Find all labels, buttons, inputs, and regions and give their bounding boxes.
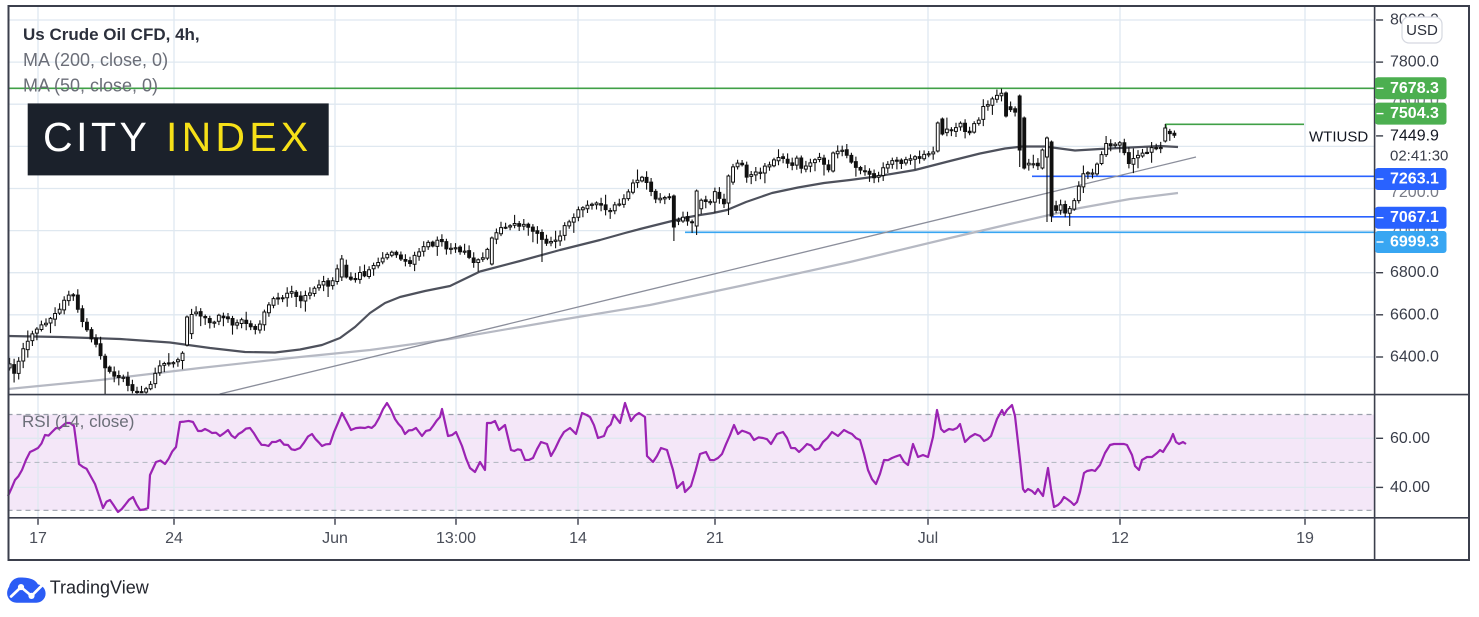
svg-text:MA (200, close, 0): MA (200, close, 0) [23, 50, 168, 70]
svg-text:7678.3: 7678.3 [1390, 80, 1439, 97]
svg-text:Jun: Jun [322, 530, 348, 547]
svg-text:13:00: 13:00 [436, 530, 476, 547]
svg-text:7263.1: 7263.1 [1390, 171, 1439, 188]
svg-text:40.00: 40.00 [1390, 479, 1430, 496]
svg-text:6400.0: 6400.0 [1390, 349, 1439, 366]
svg-text:21: 21 [706, 530, 724, 547]
svg-text:Jul: Jul [918, 530, 938, 547]
svg-text:7800.0: 7800.0 [1390, 54, 1439, 71]
svg-text:7449.9: 7449.9 [1390, 127, 1439, 144]
svg-text:INDEX: INDEX [166, 114, 312, 160]
svg-text:7067.1: 7067.1 [1390, 209, 1439, 226]
svg-text:02:41:30: 02:41:30 [1390, 148, 1448, 165]
svg-text:Us Crude Oil CFD, 4h,: Us Crude Oil CFD, 4h, [23, 25, 200, 44]
svg-text:TradingView: TradingView [50, 578, 150, 598]
svg-text:WTIUSD: WTIUSD [1309, 129, 1368, 146]
svg-text:60.00: 60.00 [1390, 430, 1430, 447]
svg-text:RSI (14, close): RSI (14, close) [22, 412, 134, 431]
svg-text:6800.0: 6800.0 [1390, 264, 1439, 281]
svg-text:MA (50, close, 0): MA (50, close, 0) [23, 76, 158, 96]
svg-text:CITY: CITY [43, 114, 150, 160]
svg-text:7504.3: 7504.3 [1390, 105, 1439, 122]
svg-text:12: 12 [1111, 530, 1129, 547]
svg-text:14: 14 [569, 530, 587, 547]
svg-text:19: 19 [1296, 530, 1314, 547]
svg-text:24: 24 [165, 530, 183, 547]
svg-text:6999.3: 6999.3 [1390, 234, 1439, 251]
svg-text:USD: USD [1406, 22, 1438, 39]
svg-text:6600.0: 6600.0 [1390, 306, 1439, 323]
svg-text:17: 17 [29, 530, 47, 547]
